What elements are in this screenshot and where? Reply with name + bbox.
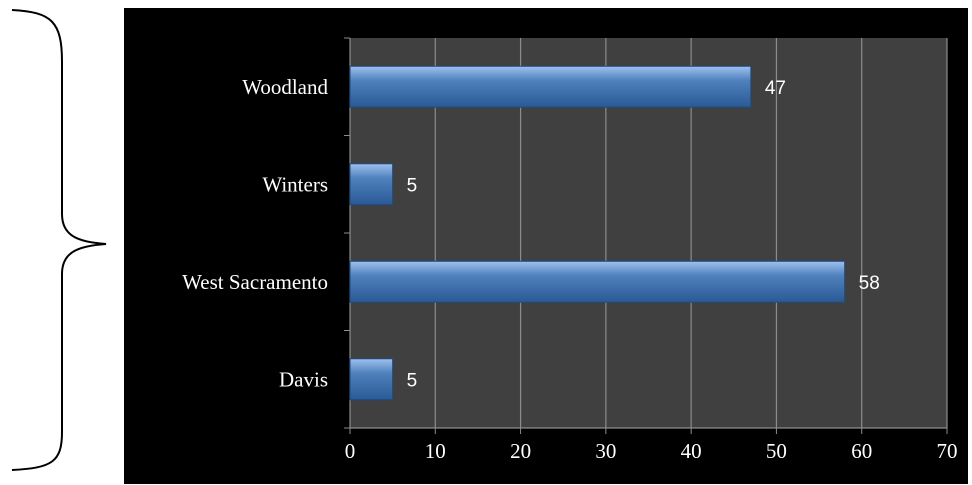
data-label: 47 xyxy=(765,78,786,99)
bar xyxy=(349,358,394,401)
category-label: Woodland xyxy=(242,75,328,99)
labels: 0 10 20 30 40 50 60 70 Davis 5 West Sacramento 58 Wi… xyxy=(182,75,957,463)
bar xyxy=(349,260,846,303)
data-label: 5 xyxy=(407,370,418,391)
bar xyxy=(349,65,752,108)
x-tick-label: 10 xyxy=(425,439,446,463)
x-tick-label: 70 xyxy=(937,439,958,463)
bars xyxy=(349,65,846,401)
curly-brace xyxy=(11,9,107,471)
x-tick-label: 20 xyxy=(510,439,531,463)
data-label: 58 xyxy=(859,273,880,294)
bar xyxy=(349,163,394,206)
x-tick-label: 0 xyxy=(345,439,356,463)
category-label: West Sacramento xyxy=(182,270,328,294)
x-tick-label: 40 xyxy=(681,439,702,463)
x-tick-label: 30 xyxy=(595,439,616,463)
category-label: Winters xyxy=(262,172,328,196)
category-label: Davis xyxy=(279,367,328,391)
bar-chart: 0 10 20 30 40 50 60 70 Davis 5 West Sacramento 58 Wi… xyxy=(124,8,968,484)
data-label: 5 xyxy=(407,175,418,196)
x-tick-label: 50 xyxy=(766,439,787,463)
x-tick-label: 60 xyxy=(851,439,872,463)
